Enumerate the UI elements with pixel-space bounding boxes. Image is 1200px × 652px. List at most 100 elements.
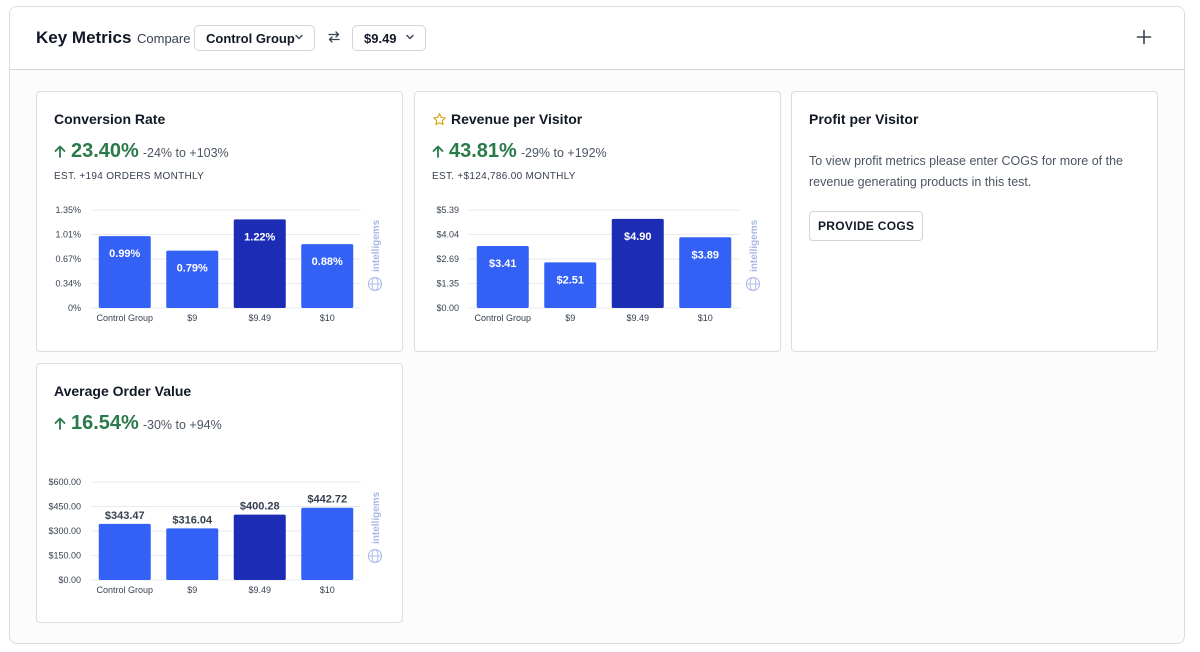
y-tick-label: 1.35% <box>55 205 81 215</box>
card-title: Revenue per Visitor <box>451 111 583 127</box>
provide-cogs-button[interactable]: PROVIDE COGS <box>809 211 924 241</box>
revenue-per-visitor-bar-chart: $0.00 $1.35 $2.69 $4.04 $5.39 $3.41 Control Gr… <box>436 205 761 323</box>
bar-value-label: $343.47 <box>105 510 145 522</box>
metric-range: -29% to +192% <box>520 146 607 160</box>
arrow-up-icon <box>54 145 66 158</box>
x-tick-label: $9.49 <box>248 585 271 595</box>
bar-value-label: 0.99% <box>109 248 140 260</box>
bar-value-label: $2.51 <box>556 274 584 286</box>
metric-lift: 16.54% -30% to +94% <box>54 412 222 435</box>
bar[interactable] <box>166 528 219 580</box>
metric-estimate: EST. +$124,786.00 MONTHLY <box>432 171 576 182</box>
bar[interactable] <box>98 236 151 308</box>
metric-value: 43.81% <box>449 140 517 162</box>
x-tick-label: $10 <box>698 313 713 323</box>
x-tick-label: $9.49 <box>248 313 271 323</box>
card-title: Profit per Visitor <box>809 111 919 127</box>
compare-group-select-value: Control Group <box>206 30 295 46</box>
average-order-value-chart: $0.00 $150.00 $300.00 $450.00 $600.00 $343.47… <box>45 474 395 603</box>
average-order-value-card: Average Order Value 16.54% -30% to +94% … <box>36 363 403 623</box>
x-tick-label: Control Group <box>96 585 153 595</box>
bar-value-label: 0.79% <box>177 263 208 275</box>
star-icon[interactable] <box>432 112 447 127</box>
intelligems-watermark: intelligems <box>367 219 383 292</box>
intelligems-watermark: intelligems <box>367 491 383 564</box>
profit-per-visitor-card: Profit per Visitor To view profit metric… <box>791 91 1158 352</box>
x-tick-label: $9.49 <box>626 313 649 323</box>
bar[interactable] <box>301 244 354 308</box>
bar[interactable] <box>166 250 219 308</box>
target-group-select-value: $9.49 <box>364 30 397 46</box>
y-tick-label: $0.00 <box>58 575 81 585</box>
y-tick-label: 0.34% <box>55 279 81 289</box>
x-tick-label: $9 <box>187 313 197 323</box>
bar[interactable] <box>301 507 354 580</box>
bar[interactable] <box>233 219 286 308</box>
bar[interactable] <box>679 237 732 308</box>
chevron-down-icon <box>406 34 414 40</box>
metric-estimate: EST. +194 ORDERS MONTHLY <box>54 171 205 182</box>
compare-label: Compare <box>137 31 191 46</box>
x-tick-label: $10 <box>320 313 335 323</box>
arrow-up-icon <box>432 145 444 158</box>
bar[interactable] <box>98 523 151 580</box>
watermark-text: intelligems <box>371 491 382 544</box>
target-group-select[interactable]: $9.49 <box>352 25 426 51</box>
y-tick-label: $600.00 <box>48 477 81 487</box>
metric-lift: 43.81% -29% to +192% <box>432 140 607 163</box>
x-tick-label: $9 <box>565 313 575 323</box>
y-tick-label: $5.39 <box>436 205 459 215</box>
compare-group-select[interactable]: Control Group <box>194 25 315 51</box>
x-tick-label: $10 <box>320 585 335 595</box>
bar[interactable] <box>476 246 529 308</box>
y-tick-label: 0% <box>68 303 81 313</box>
bar-value-label: $400.28 <box>240 501 280 513</box>
card-title: Conversion Rate <box>54 111 166 127</box>
metric-value: 16.54% <box>71 412 139 434</box>
bar-value-label: 0.88% <box>312 256 343 268</box>
swap-icon[interactable] <box>327 30 341 44</box>
metric-range: -24% to +103% <box>142 146 229 160</box>
panel-header: Key Metrics Compare Control Group $9.49 <box>10 7 1184 70</box>
metric-lift: 23.40% -24% to +103% <box>54 140 229 163</box>
y-tick-label: $4.04 <box>436 230 459 240</box>
key-metrics-panel: Key Metrics Compare Control Group $9.49 … <box>9 6 1185 644</box>
bar-value-label: $3.89 <box>691 249 719 261</box>
y-tick-label: 1.01% <box>55 230 81 240</box>
watermark-text: intelligems <box>371 219 382 272</box>
cogs-message: To view profit metrics please enter COGS… <box>809 154 1124 189</box>
x-tick-label: Control Group <box>96 313 153 323</box>
bar[interactable] <box>233 514 286 580</box>
watermark-text: intelligems <box>749 219 760 272</box>
revenue-per-visitor-chart: $0.00 $1.35 $2.69 $4.04 $5.39 $3.41 Control Gr… <box>423 202 773 331</box>
bar-value-label: 1.22% <box>244 231 275 243</box>
metric-value: 23.40% <box>71 140 139 162</box>
arrow-up-icon <box>54 417 66 430</box>
bar-value-label: $316.04 <box>172 514 213 526</box>
average-order-value-bar-chart: $0.00 $150.00 $300.00 $450.00 $600.00 $343.47… <box>48 477 383 595</box>
conversion-rate-chart: 0% 0.34% 0.67% 1.01% 1.35% 0.99% Control Group… <box>45 202 395 331</box>
panel-title: Key Metrics <box>36 28 132 47</box>
intelligems-watermark: intelligems <box>745 219 761 292</box>
revenue-per-visitor-card: Revenue per Visitor 43.81% -29% to +192%… <box>414 91 781 352</box>
chevron-down-icon <box>295 34 303 40</box>
bar-value-label: $4.90 <box>624 231 652 243</box>
x-tick-label: $9 <box>187 585 197 595</box>
y-tick-label: 0.67% <box>55 254 81 264</box>
x-tick-label: Control Group <box>474 313 531 323</box>
bar[interactable] <box>544 262 597 308</box>
bar-value-label: $3.41 <box>489 258 517 270</box>
conversion-rate-bar-chart: 0% 0.34% 0.67% 1.01% 1.35% 0.99% Control Group… <box>55 205 383 323</box>
y-tick-label: $450.00 <box>48 502 81 512</box>
card-title: Average Order Value <box>54 383 192 399</box>
bar[interactable] <box>611 218 664 308</box>
y-tick-label: $150.00 <box>48 551 81 561</box>
add-metric-plus-icon[interactable] <box>1136 29 1152 45</box>
y-tick-label: $2.69 <box>436 254 459 264</box>
bar-value-label: $442.72 <box>307 494 347 506</box>
conversion-rate-card: Conversion Rate 23.40% -24% to +103% EST… <box>36 91 403 352</box>
y-tick-label: $0.00 <box>436 303 459 313</box>
y-tick-label: $300.00 <box>48 526 81 536</box>
card-title-row: Revenue per Visitor <box>432 111 582 127</box>
y-tick-label: $1.35 <box>436 279 459 289</box>
